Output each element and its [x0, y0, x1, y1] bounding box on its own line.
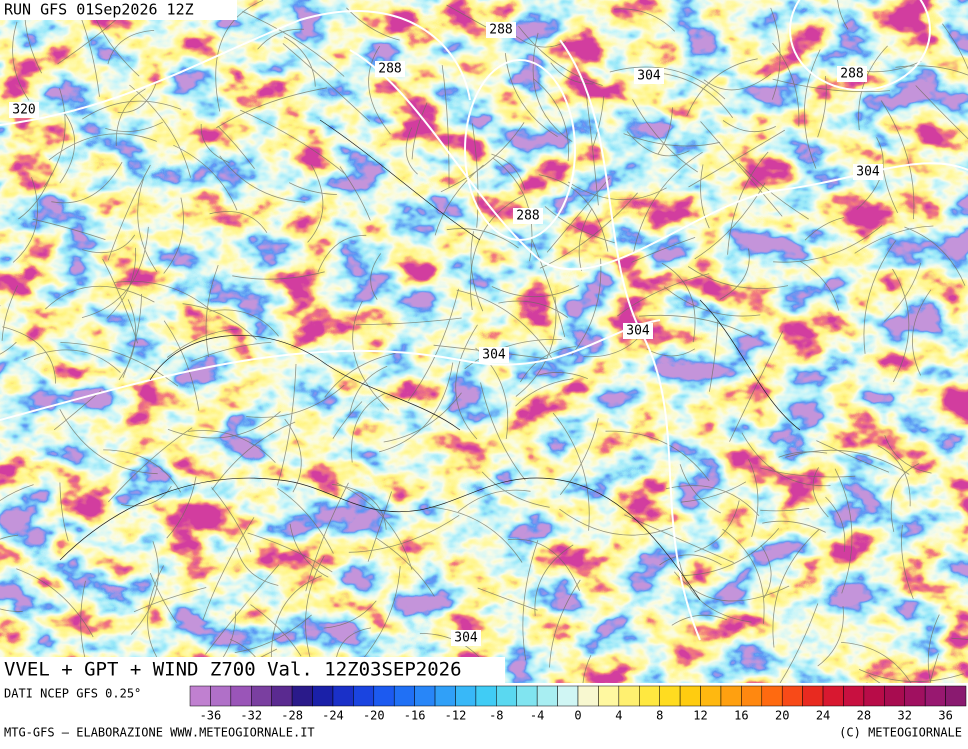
colorbar-swatch — [292, 686, 312, 706]
colorbar-swatch — [680, 686, 700, 706]
colorbar-tick-label: -36 — [200, 709, 222, 723]
colorbar-tick-label: -28 — [281, 709, 303, 723]
colorbar-swatch — [455, 686, 475, 706]
colorbar-tick-label: -8 — [489, 709, 503, 723]
colorbar-swatch — [803, 686, 823, 706]
contour-label: 304 — [637, 69, 661, 84]
data-source: DATI NCEP GFS 0.25° — [4, 687, 141, 701]
colorbar-tick-label: -12 — [445, 709, 467, 723]
colorbar-swatch — [741, 686, 761, 706]
colorbar-swatch — [476, 686, 496, 706]
colorbar-tick-label: -16 — [404, 709, 426, 723]
colorbar-swatch — [660, 686, 680, 706]
colorbar-swatch — [823, 686, 843, 706]
colorbar-tick-label: 0 — [574, 709, 581, 723]
contour-label: 304 — [482, 348, 506, 363]
colorbar-swatch — [231, 686, 251, 706]
map-title: VVEL + GPT + WIND Z700 Val. 12Z03SEP2026 — [4, 659, 462, 681]
run-label: RUN GFS 01Sep2026 12Z — [4, 1, 194, 19]
contour-label: 320 — [12, 103, 35, 118]
colorbar-swatch — [578, 686, 598, 706]
colorbar-swatch — [721, 686, 741, 706]
colorbar-swatch — [843, 686, 863, 706]
colorbar-swatch — [762, 686, 782, 706]
colorbar-swatch — [251, 686, 271, 706]
colorbar-tick-label: 16 — [734, 709, 748, 723]
colorbar-tick-label: -20 — [363, 709, 385, 723]
colorbar-swatch — [190, 686, 210, 706]
colorbar-tick-label: 8 — [656, 709, 663, 723]
footer-right: (C) METEOGIORNALE — [839, 726, 962, 740]
contour-label: 288 — [378, 62, 401, 77]
colorbar-swatch — [333, 686, 353, 706]
colorbar-swatch — [537, 686, 557, 706]
contour-label: 304 — [856, 165, 880, 180]
colorbar-swatch — [496, 686, 516, 706]
colorbar-swatch — [598, 686, 618, 706]
colorbar-swatch — [374, 686, 394, 706]
colorbar-swatch — [313, 686, 333, 706]
colorbar-tick-label: 4 — [615, 709, 622, 723]
colorbar-swatch — [884, 686, 904, 706]
colorbar-swatch — [435, 686, 455, 706]
colorbar-swatch — [558, 686, 578, 706]
colorbar-tick-label: 20 — [775, 709, 789, 723]
colorbar-swatch — [925, 686, 945, 706]
footer-left: MTG-GFS – ELABORAZIONE WWW.METEOGIORNALE… — [4, 726, 315, 740]
colorbar-swatch — [517, 686, 537, 706]
colorbar-swatch — [946, 686, 966, 706]
contour-label: 288 — [840, 67, 863, 82]
colorbar-swatch — [782, 686, 802, 706]
colorbar-tick-label: 24 — [816, 709, 830, 723]
colorbar-tick-label: 12 — [693, 709, 707, 723]
colorbar-swatch — [639, 686, 659, 706]
contour-label: 304 — [454, 631, 478, 646]
colorbar-swatch — [905, 686, 925, 706]
colorbar-swatch — [272, 686, 292, 706]
colorbar-swatch — [701, 686, 721, 706]
colorbar-swatch — [415, 686, 435, 706]
colorbar-swatch — [210, 686, 230, 706]
colorbar-tick-label: -4 — [530, 709, 544, 723]
colorbar-tick-label: -32 — [240, 709, 262, 723]
colorbar-swatch — [394, 686, 414, 706]
colorbar-swatch — [353, 686, 373, 706]
contour-label: 288 — [489, 23, 512, 38]
colorbar-tick-label: 36 — [938, 709, 952, 723]
colorbar-tick-label: 32 — [898, 709, 912, 723]
colorbar-swatch — [864, 686, 884, 706]
colorbar-swatch — [619, 686, 639, 706]
contour-label: 288 — [516, 209, 539, 224]
colorbar-tick-label: 28 — [857, 709, 871, 723]
contour-label: 304 — [626, 324, 650, 339]
colorbar-tick-label: -24 — [322, 709, 344, 723]
